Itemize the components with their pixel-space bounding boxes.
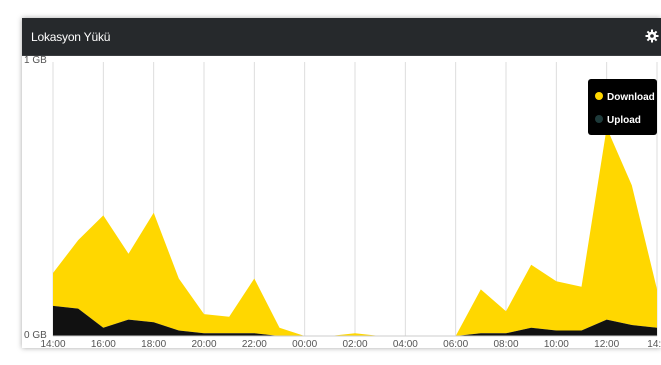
location-load-chart: 14:00 16:00 18:00 20:00 22:00 00:00 02:00 04:00…	[24, 56, 661, 348]
widget-header: Lokasyon Yükü	[22, 18, 661, 56]
x-tick-label-8: 06:00	[443, 339, 468, 348]
y-tick-label-0: 0 GB	[24, 330, 47, 341]
x-tick-label-2: 18:00	[141, 339, 166, 348]
gear-icon[interactable]	[645, 29, 659, 43]
series-layer	[53, 127, 657, 337]
x-tick-label-3: 20:00	[191, 339, 216, 348]
x-tick-label-4: 22:00	[242, 339, 267, 348]
x-tick-label-7: 04:00	[393, 339, 418, 348]
legend-background	[588, 79, 657, 135]
chart-area: 14:00 16:00 18:00 20:00 22:00 00:00 02:00 04:00…	[22, 56, 661, 348]
x-tick-label-10: 10:00	[544, 339, 569, 348]
widget-title: Lokasyon Yükü	[31, 30, 111, 44]
series-upload-area	[53, 305, 657, 336]
location-load-widget: Lokasyon Yükü 14:0	[22, 18, 661, 348]
chart-legend[interactable]: Download Upload	[588, 79, 657, 135]
legend-label-download: Download	[607, 92, 655, 103]
x-tick-label-12: 14:0	[647, 339, 661, 348]
x-tick-label-1: 16:00	[91, 339, 116, 348]
x-tick-label-9: 08:00	[493, 339, 518, 348]
x-tick-label-0: 14:00	[40, 339, 65, 348]
x-tick-label-11: 12:00	[594, 339, 619, 348]
legend-swatch-download	[595, 92, 603, 100]
legend-swatch-upload	[595, 115, 603, 123]
series-download-area	[53, 127, 657, 336]
x-tick-label-6: 02:00	[342, 339, 367, 348]
axis-labels: 14:00 16:00 18:00 20:00 22:00 00:00 02:00 04:00…	[24, 56, 661, 348]
x-tick-label-5: 00:00	[292, 339, 317, 348]
y-tick-label-1: 1 GB	[24, 56, 47, 66]
legend-label-upload: Upload	[607, 115, 641, 126]
